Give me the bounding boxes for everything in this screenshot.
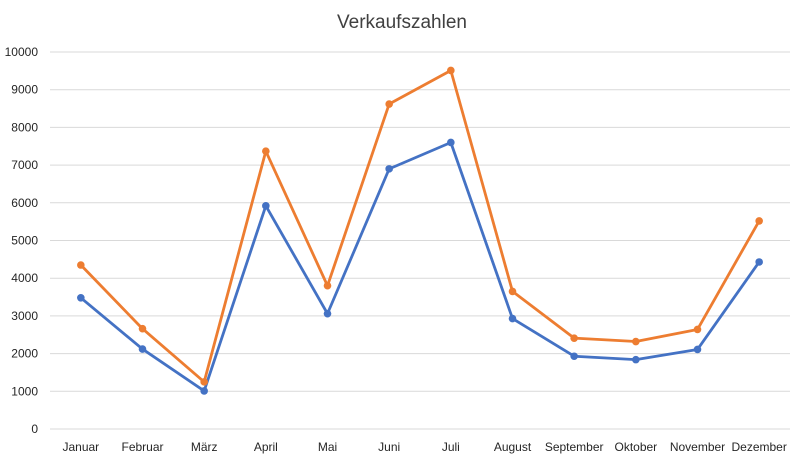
x-tick-label: Februar bbox=[121, 440, 163, 454]
data-point bbox=[77, 261, 85, 269]
x-axis-ticks: Januar Februar März April Mai Juni Juli August S… bbox=[62, 440, 786, 454]
x-tick-label: Juni bbox=[378, 440, 400, 454]
data-point bbox=[200, 378, 208, 386]
data-point bbox=[693, 325, 702, 334]
x-tick-label: April bbox=[254, 440, 278, 454]
y-tick-label: 7000 bbox=[11, 158, 38, 172]
data-point bbox=[138, 324, 147, 333]
data-point bbox=[323, 309, 332, 318]
data-point bbox=[570, 352, 578, 361]
data-point bbox=[262, 147, 270, 155]
x-tick-label: Juli bbox=[442, 440, 460, 454]
x-tick-label: September bbox=[545, 440, 604, 454]
series-layer bbox=[77, 66, 763, 395]
data-point bbox=[632, 355, 640, 364]
x-tick-label: Dezember bbox=[731, 440, 786, 454]
series-line bbox=[79, 141, 761, 393]
y-tick-label: 3000 bbox=[11, 309, 38, 323]
data-point bbox=[138, 345, 147, 353]
y-tick-label: 10000 bbox=[5, 45, 39, 59]
data-point bbox=[755, 217, 763, 225]
data-point bbox=[385, 100, 393, 108]
data-point bbox=[632, 337, 640, 346]
data-point bbox=[385, 165, 393, 173]
data-point bbox=[262, 202, 270, 210]
data-point bbox=[508, 314, 517, 323]
y-tick-label: 8000 bbox=[11, 120, 38, 134]
data-point bbox=[323, 281, 332, 290]
data-point bbox=[447, 66, 455, 75]
data-point bbox=[447, 138, 455, 147]
data-point bbox=[200, 387, 208, 395]
y-tick-label: 1000 bbox=[11, 384, 38, 398]
data-point bbox=[755, 258, 763, 266]
x-tick-label: Mai bbox=[318, 440, 337, 454]
series-1 bbox=[77, 138, 763, 395]
data-point bbox=[693, 345, 702, 354]
x-tick-label: März bbox=[191, 440, 218, 454]
data-point bbox=[570, 334, 578, 342]
chart-title: Verkaufszahlen bbox=[337, 12, 467, 33]
y-tick-label: 6000 bbox=[11, 196, 38, 210]
x-tick-label: Januar bbox=[62, 440, 99, 454]
gridlines bbox=[50, 51, 790, 430]
y-tick-label: 4000 bbox=[11, 271, 38, 285]
data-point bbox=[77, 294, 85, 302]
x-tick-label: November bbox=[670, 440, 725, 454]
series-2 bbox=[77, 66, 763, 386]
y-tick-label: 9000 bbox=[11, 83, 38, 97]
y-tick-label: 5000 bbox=[11, 234, 38, 248]
y-axis-ticks: 0 1000 2000 3000 4000 5000 6000 7000 8000 9000 100… bbox=[5, 45, 39, 436]
series-line bbox=[79, 69, 761, 384]
x-tick-label: Oktober bbox=[614, 440, 657, 454]
y-tick-label: 2000 bbox=[11, 347, 38, 361]
x-tick-label: August bbox=[494, 440, 532, 454]
data-point bbox=[508, 287, 517, 296]
y-tick-label: 0 bbox=[31, 422, 38, 436]
